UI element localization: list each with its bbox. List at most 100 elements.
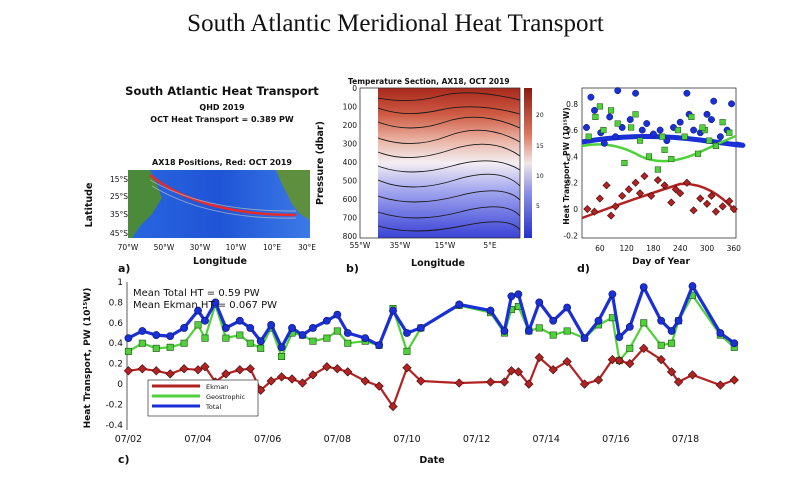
panel-d-xticks: 60 120 180 240 300 360 — [595, 244, 741, 253]
ekman-point — [332, 364, 342, 374]
panel-c-series — [123, 282, 739, 412]
ekman-point — [618, 191, 627, 200]
panel-b-xlabel: Longitude — [411, 258, 465, 269]
total-point — [211, 298, 220, 307]
total-point — [716, 133, 724, 141]
panel-c-legend: Ekman Geostrophic Total — [147, 379, 259, 417]
total-point — [615, 333, 624, 342]
ekman-point — [611, 202, 620, 211]
total-point — [288, 324, 296, 332]
geostrophic-point — [659, 133, 666, 140]
total-point — [166, 332, 175, 340]
section-missing-data — [360, 88, 378, 238]
panel-c-xtick: 07/02 — [115, 434, 142, 445]
ekman-point — [606, 211, 616, 220]
ekman-point — [276, 372, 287, 382]
geostrophic-point — [628, 124, 635, 131]
ekman-point — [666, 367, 677, 377]
panel-c-xtick: 07/10 — [393, 434, 420, 445]
geostrophic-point — [636, 137, 644, 144]
ekman-point — [402, 363, 412, 373]
geostrophic-point — [596, 103, 603, 110]
panel-c-ytick: -0.4 — [105, 421, 123, 431]
ekman-point — [506, 366, 517, 376]
total-point — [416, 324, 425, 332]
geostrophic-series-line — [127, 294, 736, 362]
ekman-point — [595, 194, 604, 203]
total-point — [375, 341, 383, 350]
ekman-point — [647, 191, 656, 200]
ekman-point — [590, 207, 599, 216]
panel-a-ytick: 35°S — [110, 210, 128, 219]
ekman-point — [179, 364, 189, 374]
colorbar-tick: 5 — [536, 203, 540, 210]
ekman-fit-line — [581, 182, 737, 220]
geostrophic-point — [688, 113, 695, 120]
geostrophic-point — [236, 331, 244, 339]
ekman-point — [360, 376, 370, 386]
panel-d-xtick: 300 — [700, 244, 715, 253]
panel-b-ytick: 500 — [343, 177, 358, 186]
ekman-point — [689, 206, 698, 215]
total-point — [608, 290, 617, 299]
geostrophic-point — [535, 324, 543, 332]
ax18-track — [149, 174, 297, 217]
total-point — [277, 343, 286, 352]
africa-landmass — [276, 170, 310, 220]
panel-a-xtick: 50°W — [154, 243, 175, 252]
geostrophic-point — [695, 150, 702, 157]
ekman-point — [624, 185, 633, 194]
ax18-other-tracks — [149, 179, 297, 219]
colorbar-tick: 20 — [536, 112, 544, 119]
legend-label-total: Total — [205, 403, 221, 411]
total-series-line — [127, 284, 736, 349]
panel-b-ytick: 700 — [343, 214, 358, 223]
total-point — [246, 324, 255, 332]
panel-d-ytick: 0.2 — [566, 179, 578, 188]
panel-a-title: South Atlantic Heat Transport — [125, 84, 319, 98]
geostrophic-point — [549, 331, 557, 339]
isotherm-contours — [377, 92, 521, 232]
ekman-point — [729, 205, 738, 214]
total-point — [606, 113, 614, 121]
ekman-point — [266, 376, 276, 386]
panel-c-xlabel: Date — [419, 455, 444, 466]
ekman-point — [687, 370, 698, 380]
panel-a-xtick: 30°W — [190, 243, 211, 252]
ekman-point — [607, 354, 618, 365]
ekman-point — [524, 379, 534, 389]
geostrophic-point — [138, 339, 146, 347]
ekman-point — [165, 369, 175, 379]
panel-b-yticks: 0 100 200 300 400 500 600 700 800 — [343, 84, 358, 241]
ekman-series-line — [128, 347, 735, 408]
mean-ekman-annotation: Mean Ekman HT = 0.067 PW — [133, 300, 277, 311]
panel-b-ytick: 600 — [343, 195, 358, 204]
panel-a-xtick: 30°E — [298, 243, 316, 252]
ekman-point — [513, 367, 523, 377]
geostrophic-point — [124, 347, 132, 355]
total-point — [612, 133, 619, 141]
geostrophic-point — [152, 344, 160, 352]
total-point — [563, 303, 572, 312]
ekman-point — [221, 369, 231, 379]
panel-a-xtick: 70°W — [118, 243, 139, 252]
geostrophic-point — [632, 111, 639, 118]
ekman-point — [653, 176, 662, 185]
panel-d-ylabel: Heat Transport, PW (10¹⁵W) — [562, 107, 571, 224]
panel-d-tag: d) — [577, 262, 590, 275]
total-point — [643, 120, 651, 127]
geostrophic-point — [657, 341, 665, 349]
geostrophic-point — [699, 124, 706, 131]
geostrophic-point — [201, 334, 209, 342]
total-point — [298, 331, 307, 339]
total-point — [716, 329, 725, 337]
geostrophic-point — [600, 127, 607, 134]
total-point — [535, 298, 544, 307]
panel-d: 0.8 0.6 0.4 0.2 0 -0.2 60 120 180 240 300 360 Heat… — [562, 87, 746, 275]
geostrophic-point — [222, 334, 230, 342]
panel-d-xtick: 60 — [595, 244, 605, 253]
total-point — [730, 339, 739, 348]
ekman-point — [343, 367, 353, 377]
total-point — [676, 118, 684, 126]
panel-d-ytick: 0.4 — [566, 152, 578, 161]
